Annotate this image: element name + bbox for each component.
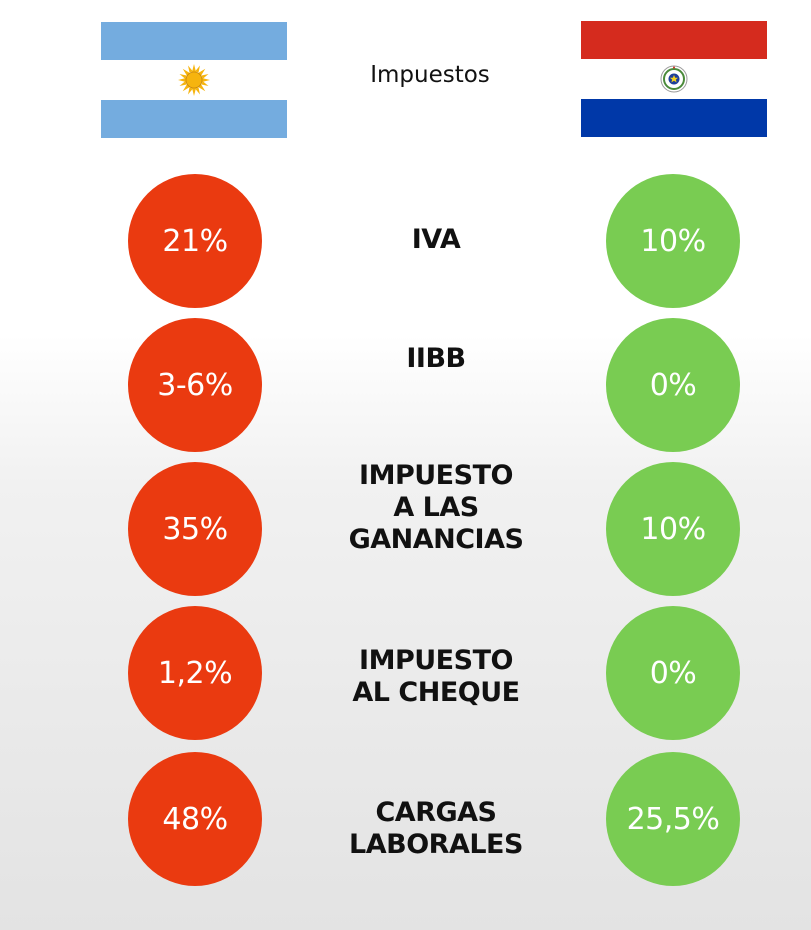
paraguay-flag-icon <box>581 21 767 137</box>
tax-label-line: IMPUESTO <box>359 460 513 491</box>
paraguay-value-cargas: 25,5% <box>606 752 740 886</box>
tax-label-line: IVA <box>411 224 461 255</box>
tax-label-line: A LAS <box>393 492 479 523</box>
sun-of-may-icon <box>178 64 210 96</box>
paraguay-value-iibb: 0% <box>606 318 740 452</box>
tax-label-line: IMPUESTO <box>359 645 513 676</box>
page-title: Impuestos <box>370 62 490 88</box>
paraguay-value-iva: 10% <box>606 174 740 308</box>
tax-label-ganancias: IMPUESTO A LAS GANANCIAS <box>300 460 572 556</box>
tax-label-iibb: IIBB <box>300 343 572 375</box>
argentina-value-iibb: 3-6% <box>128 318 262 452</box>
argentina-value-iva: 21% <box>128 174 262 308</box>
argentina-value-cheque: 1,2% <box>128 606 262 740</box>
argentina-value-cargas: 48% <box>128 752 262 886</box>
tax-label-iva: IVA <box>300 224 572 256</box>
argentina-value-ganancias: 35% <box>128 462 262 596</box>
paraguay-value-cheque: 0% <box>606 606 740 740</box>
tax-label-line: LABORALES <box>349 829 523 860</box>
argentina-flag-icon <box>101 22 287 138</box>
paraguay-value-ganancias: 10% <box>606 462 740 596</box>
tax-label-line: GANANCIAS <box>348 524 524 555</box>
tax-label-cargas: CARGAS LABORALES <box>300 797 572 861</box>
tax-label-line: IIBB <box>406 343 466 374</box>
tax-label-cheque: IMPUESTO AL CHEQUE <box>300 645 572 709</box>
tax-label-line: CARGAS <box>375 797 497 828</box>
tax-label-line: AL CHEQUE <box>352 677 520 708</box>
coat-of-arms-icon <box>660 65 688 93</box>
